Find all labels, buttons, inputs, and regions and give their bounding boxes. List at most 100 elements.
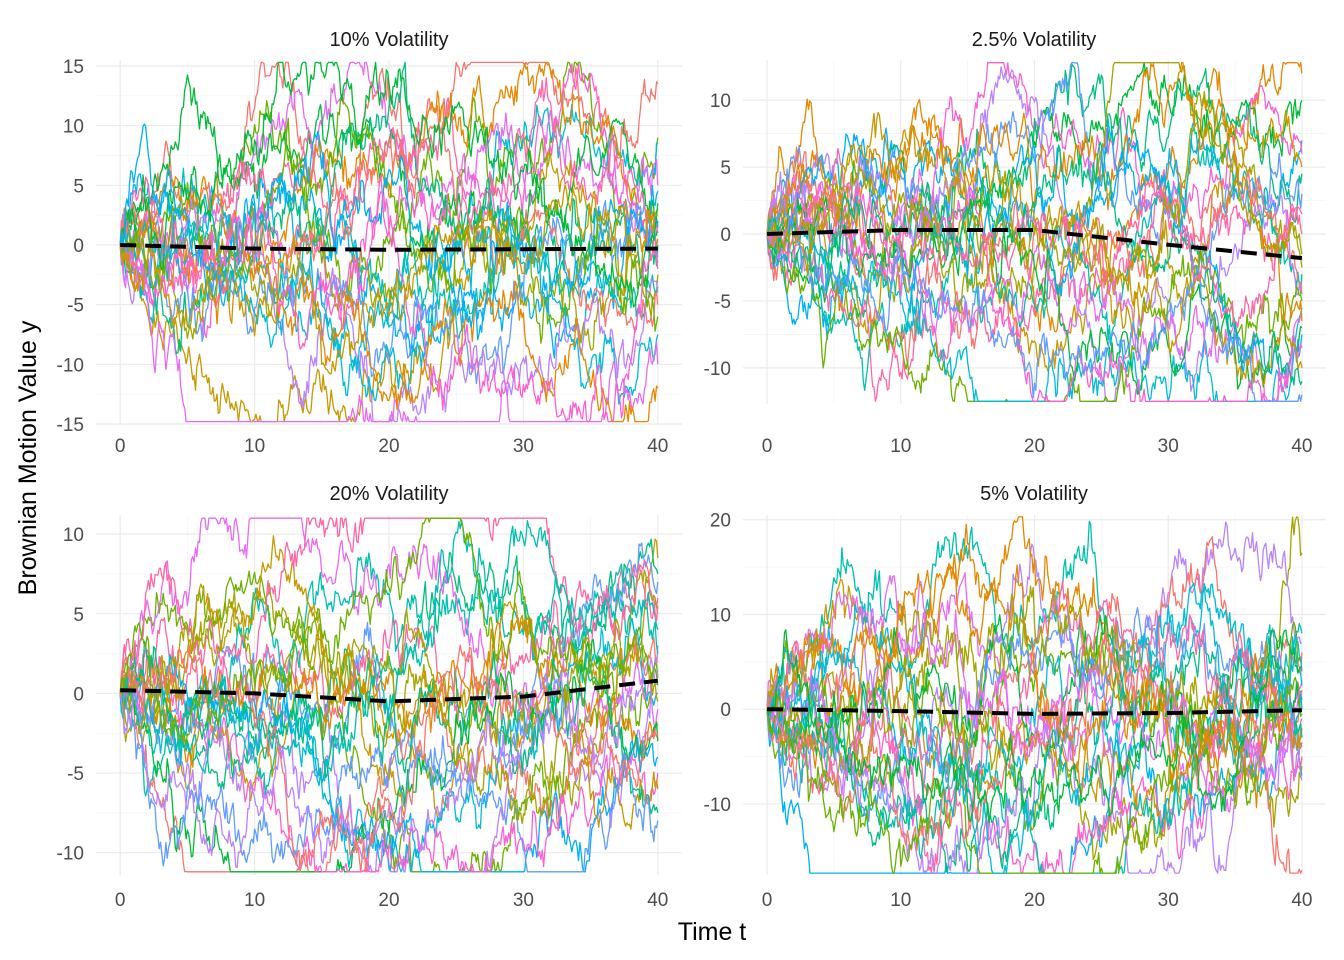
brownian-path	[766, 629, 1303, 824]
x-tick-label: 20	[378, 890, 399, 911]
brownian-path	[119, 93, 659, 344]
y-tick-label: 5	[720, 158, 731, 179]
brownian-path	[119, 219, 659, 351]
brownian-path	[766, 585, 1303, 828]
facet-title: 10% Volatility	[330, 29, 449, 51]
y-tick-label: -10	[704, 795, 731, 816]
brownian-path	[766, 109, 1303, 314]
x-tick-label: 40	[1291, 436, 1312, 457]
facet-panel: 0 10 20 30 40 -15 -10 -5 0 5 10 15 10% Volatility	[57, 29, 682, 457]
brownian-path	[766, 62, 1303, 303]
brownian-path	[119, 676, 659, 873]
brownian-path	[119, 640, 659, 815]
brownian-path	[119, 191, 659, 423]
brownian-path	[119, 61, 659, 308]
facet-panel: 0 10 20 30 40 -10 -5 0 5 10 20% Volatility	[57, 483, 682, 911]
y-tick-label: 10	[63, 117, 84, 138]
x-tick-label: 20	[1024, 436, 1045, 457]
x-tick-label: 40	[647, 890, 668, 911]
x-tick-label: 20	[378, 436, 399, 457]
y-tick-label: 10	[710, 605, 731, 626]
brownian-path	[766, 141, 1303, 386]
y-tick-label: -15	[57, 415, 84, 436]
facet-title: 20% Volatility	[330, 483, 449, 505]
brownian-path	[766, 183, 1303, 402]
brownian-path	[119, 535, 659, 830]
facet-panels: 0 10 20 30 40 -15 -10 -5 0 5 10 15 10% Volatility 0 10…	[57, 29, 1326, 911]
brownian-path	[119, 122, 659, 334]
brownian-path	[766, 117, 1303, 389]
brownian-path	[119, 199, 659, 385]
brownian-path	[766, 580, 1303, 874]
brownian-path	[119, 165, 659, 423]
brownian-path	[766, 675, 1303, 874]
y-tick-label: 15	[63, 57, 84, 78]
brownian-path	[119, 517, 659, 733]
brownian-path	[766, 109, 1303, 372]
brownian-path	[766, 638, 1303, 873]
x-tick-label: 10	[890, 890, 911, 911]
brownian-path	[766, 583, 1303, 780]
y-tick-label: 0	[720, 700, 731, 721]
brownian-path	[119, 244, 659, 423]
brownian-path	[766, 62, 1303, 323]
x-tick-label: 0	[762, 436, 773, 457]
brownian-path	[766, 168, 1303, 402]
y-tick-label: -5	[67, 296, 84, 317]
brownian-path	[766, 516, 1303, 809]
brownian-path	[767, 62, 1303, 282]
x-tick-label: 30	[513, 436, 534, 457]
y-tick-label: -5	[67, 764, 84, 785]
x-tick-label: 40	[647, 436, 668, 457]
brownian-path	[766, 195, 1303, 396]
y-tick-label: 0	[73, 684, 84, 705]
y-tick-label: -10	[704, 359, 731, 380]
facet-panel: 0 10 20 30 40 -10 -5 0 5 10 2.5% Volatility	[704, 29, 1326, 457]
brownian-path	[766, 564, 1303, 796]
brownian-path	[119, 61, 659, 267]
mean-dashed-line	[120, 243, 658, 252]
mean-dashed-line	[767, 707, 1302, 716]
y-tick-label: -5	[714, 292, 731, 313]
brownian-path	[766, 632, 1303, 874]
brownian-path	[119, 517, 659, 694]
brownian-path	[766, 640, 1303, 874]
y-tick-label: 10	[710, 91, 731, 112]
brownian-path	[119, 77, 659, 283]
y-axis-title: Brownian Motion Value y	[14, 320, 42, 595]
brownian-path	[766, 121, 1303, 391]
brownian-path	[766, 146, 1303, 366]
x-tick-label: 30	[513, 890, 534, 911]
y-tick-label: 5	[73, 605, 84, 626]
y-tick-label: 5	[73, 176, 84, 197]
x-tick-label: 40	[1291, 890, 1312, 911]
x-tick-label: 0	[115, 890, 126, 911]
y-tick-label: -10	[57, 355, 84, 376]
brownian-path	[119, 590, 659, 825]
brownian-path	[119, 649, 659, 873]
x-tick-label: 30	[1158, 436, 1179, 457]
y-tick-label: 0	[720, 225, 731, 246]
mean-dashed-line	[767, 228, 1303, 261]
y-tick-label: 0	[73, 236, 84, 257]
x-axis-title: Time t	[678, 918, 747, 946]
brownian-path	[766, 536, 1303, 796]
x-tick-label: 0	[115, 436, 126, 457]
x-tick-label: 30	[1158, 890, 1179, 911]
brownian-path	[766, 197, 1303, 402]
x-tick-label: 0	[762, 890, 773, 911]
y-tick-label: -10	[57, 844, 84, 865]
facet-panel: 0 10 20 30 40 -10 0 10 20 5% Volatility	[704, 483, 1326, 911]
brownian-path	[119, 184, 658, 375]
brownian-path	[766, 574, 1303, 813]
x-tick-label: 10	[890, 436, 911, 457]
facet-title: 5% Volatility	[980, 483, 1088, 505]
x-tick-label: 20	[1024, 890, 1045, 911]
brownian-path	[766, 582, 1303, 874]
brownian-path	[766, 147, 1303, 329]
x-tick-label: 10	[244, 436, 265, 457]
brownian-path	[119, 644, 659, 873]
facet-title: 2.5% Volatility	[972, 29, 1097, 51]
brownian-path	[119, 563, 659, 725]
